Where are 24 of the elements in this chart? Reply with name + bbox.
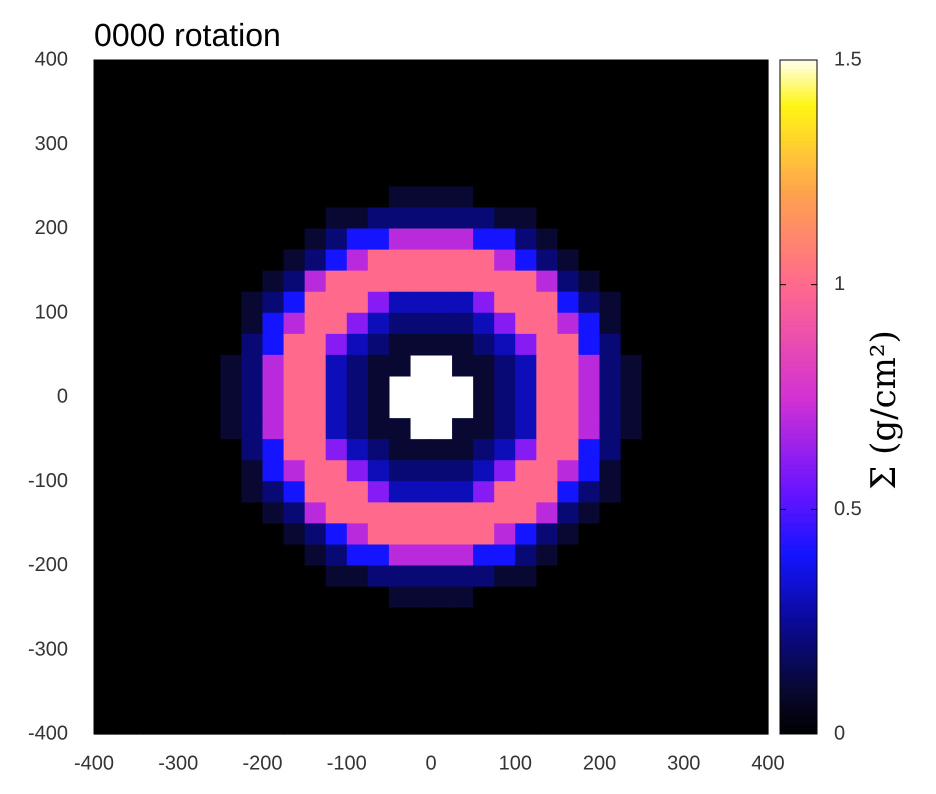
x-tick-label: 200 [582,752,616,775]
y-tick-label: -200 [28,554,68,576]
x-tick-label: -300 [158,752,198,775]
chart-title: 0000 rotation [94,17,281,53]
y-tick-label: 300 [34,132,68,155]
color-bar-label: 1.5 [834,48,862,71]
x-tick-label: 100 [498,752,532,775]
x-tick-label: -400 [74,752,114,775]
y-tick-label: -300 [28,638,68,660]
x-tick-label: -200 [242,752,283,775]
color-bar-label: 1 [834,273,846,296]
y-tick-label: 400 [34,48,68,71]
y-tick-label: 0 [56,386,68,408]
y-tick-label: 200 [34,217,68,240]
y-tick-label: -100 [28,470,68,492]
x-tick-label: 300 [667,752,700,775]
y-tick-label: -400 [28,722,68,745]
x-tick-label: 400 [751,752,785,775]
color-bar-title: Σ (g/cm²) [864,330,904,490]
x-tick-label: -100 [326,752,367,775]
color-bar-label: 0.5 [834,498,862,520]
x-tick-label: 0 [425,752,437,775]
color-bar-label: 0 [834,722,846,745]
y-tick-label: 100 [34,301,68,324]
